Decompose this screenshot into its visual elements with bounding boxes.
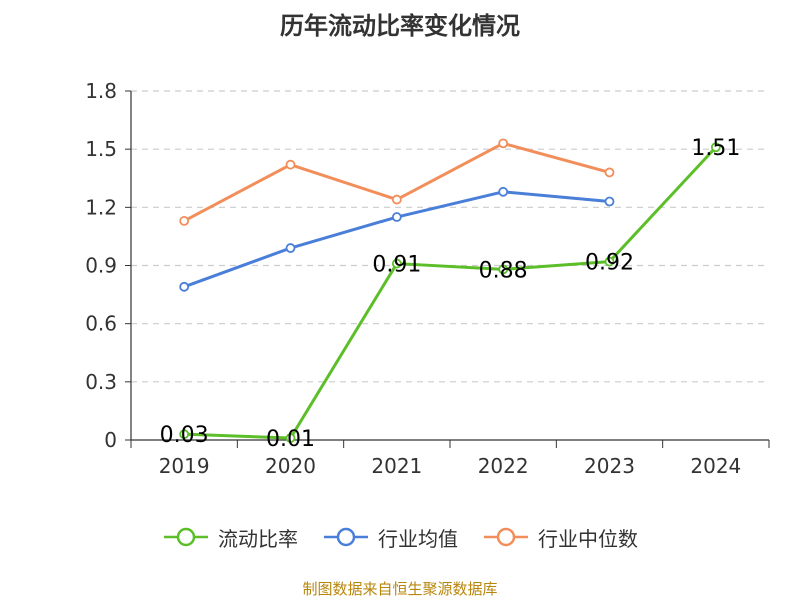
legend-label: 行业中位数 [538, 526, 638, 551]
x-tick-label: 2023 [584, 454, 635, 478]
data-point [498, 264, 509, 275]
legend-item-1[interactable]: 流动比率 [162, 523, 298, 552]
data-point [391, 194, 402, 205]
series-line-3 [183, 141, 610, 223]
source-note: 制图数据来自恒生聚源数据库 [302, 580, 498, 598]
chart-title: 历年流动比率变化情况 [280, 12, 520, 40]
legend-label: 流动比率 [218, 526, 298, 551]
legend-label: 行业均值 [378, 526, 458, 551]
data-point [285, 159, 296, 170]
x-tick-label: 2022 [478, 454, 529, 478]
x-tick-label: 2021 [371, 454, 422, 478]
data-point [604, 196, 615, 207]
data-point [604, 256, 615, 267]
y-tick-label: 1.5 [85, 137, 117, 161]
data-point [179, 429, 190, 440]
x-tick-label: 2020 [265, 454, 316, 478]
y-tick-label: 1.2 [85, 195, 117, 219]
x-tick-label: 2019 [159, 454, 210, 478]
legend-line-circle-icon [324, 527, 368, 547]
legend-line-circle-icon [484, 527, 528, 547]
data-point [285, 243, 296, 253]
y-tick-label: 0 [104, 428, 117, 452]
data-label: 0.91 [372, 253, 421, 278]
data-point [498, 138, 509, 149]
data-point [391, 258, 402, 269]
x-tick-label: 2024 [690, 454, 741, 478]
legend-line-circle-icon [164, 527, 208, 547]
data-label: 1.51 [691, 136, 740, 161]
data-point [179, 216, 190, 226]
legend-item-3[interactable]: 行业中位数 [482, 523, 638, 552]
y-tick-label: 1.8 [85, 79, 117, 103]
legend: 流动比率 行业均值 行业中位数 [0, 522, 800, 552]
data-point [498, 186, 509, 197]
data-label: 0.88 [479, 258, 528, 283]
data-point [710, 142, 721, 153]
data-point [604, 167, 615, 178]
legend-item-2[interactable]: 行业均值 [322, 523, 458, 552]
data-label: 0.92 [585, 251, 634, 276]
y-tick-label: 0.9 [85, 254, 117, 278]
data-label: 0.01 [266, 427, 315, 452]
y-tick-label: 0.6 [85, 312, 117, 336]
data-point [179, 281, 190, 292]
data-point [285, 433, 296, 443]
series-line-1 [184, 146, 717, 440]
y-tick-label: 0.3 [85, 370, 117, 394]
data-point [391, 212, 402, 222]
data-label: 0.03 [160, 423, 209, 448]
